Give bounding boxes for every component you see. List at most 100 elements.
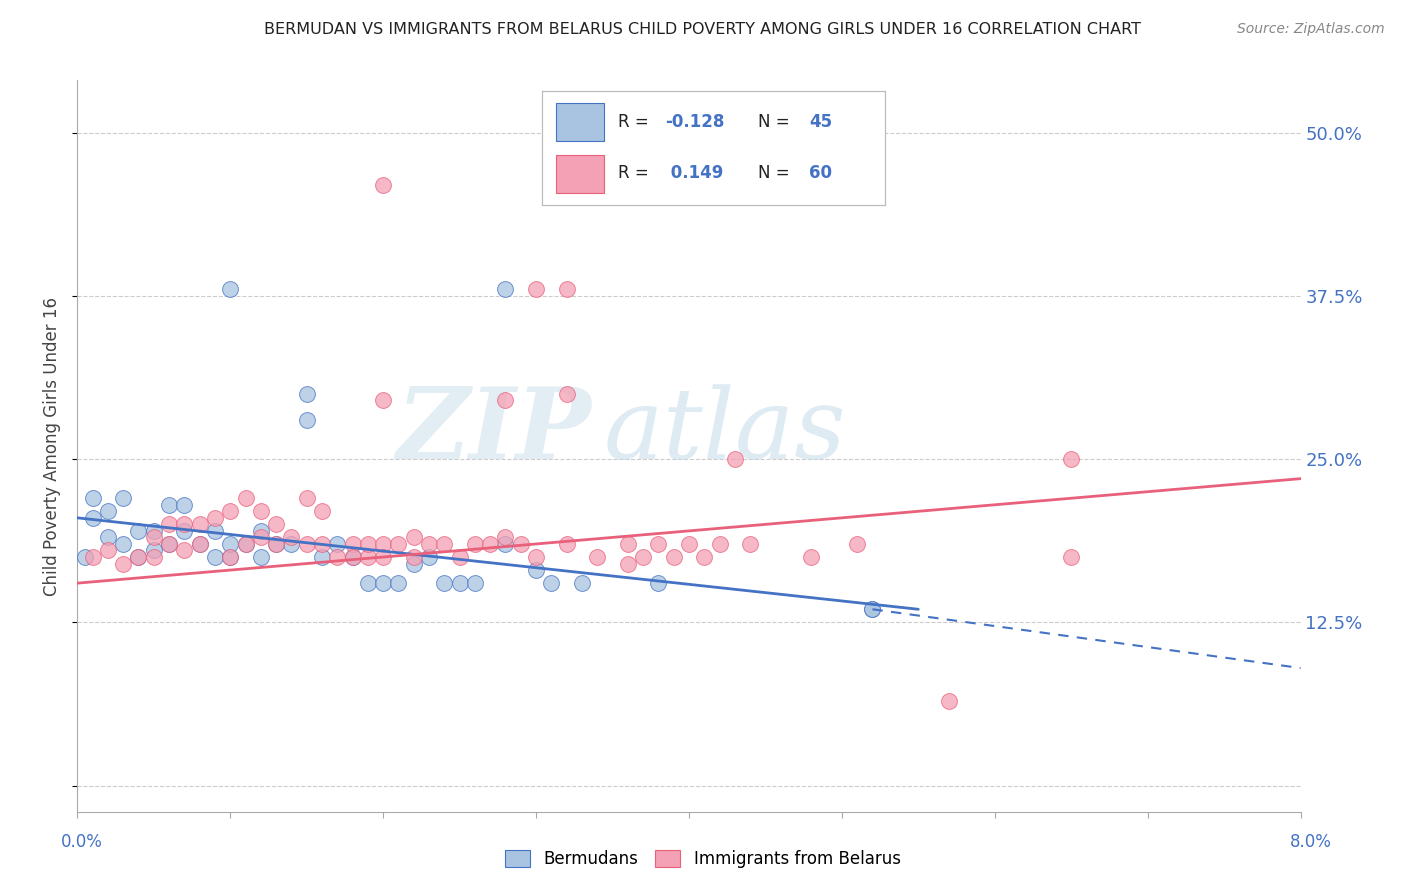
Point [709, 537, 731, 551]
Point [82, 491, 104, 506]
Point [540, 576, 562, 591]
Point [1060, 549, 1083, 564]
Point [617, 537, 640, 551]
Text: BERMUDAN VS IMMIGRANTS FROM BELARUS CHILD POVERTY AMONG GIRLS UNDER 16 CORRELATI: BERMUDAN VS IMMIGRANTS FROM BELARUS CHIL… [264, 22, 1142, 37]
Point [250, 504, 273, 518]
Point [418, 537, 440, 551]
Point [128, 549, 150, 564]
Point [357, 549, 380, 564]
Point [938, 694, 960, 708]
Point [264, 517, 287, 532]
Point [800, 549, 823, 564]
Point [235, 537, 257, 551]
Point [157, 517, 180, 532]
Point [112, 491, 135, 506]
Point [555, 282, 578, 296]
Point [862, 602, 884, 616]
Point [740, 537, 762, 551]
Point [433, 576, 456, 591]
Point [204, 549, 226, 564]
Point [524, 282, 547, 296]
Y-axis label: Child Poverty Among Girls Under 16: Child Poverty Among Girls Under 16 [44, 296, 62, 596]
Point [173, 543, 195, 558]
Point [219, 504, 242, 518]
Point [357, 537, 380, 551]
Point [142, 543, 165, 558]
Point [173, 524, 195, 538]
Point [371, 549, 394, 564]
Point [326, 549, 349, 564]
Point [219, 282, 242, 296]
Point [495, 282, 517, 296]
Text: atlas: atlas [603, 384, 846, 479]
Point [371, 393, 394, 408]
Point [495, 530, 517, 544]
Point [555, 386, 578, 401]
Point [295, 386, 318, 401]
Point [555, 537, 578, 551]
Point [311, 549, 333, 564]
Point [357, 576, 380, 591]
Point [250, 530, 273, 544]
Point [1060, 452, 1083, 467]
Point [235, 491, 257, 506]
Point [112, 557, 135, 571]
Point [219, 549, 242, 564]
Point [402, 530, 425, 544]
Point [524, 563, 547, 577]
Point [449, 549, 471, 564]
Point [586, 549, 609, 564]
Point [112, 537, 135, 551]
Point [387, 576, 409, 591]
Point [326, 537, 349, 551]
Point [97, 543, 120, 558]
Point [97, 504, 120, 518]
Point [250, 549, 273, 564]
Point [371, 576, 394, 591]
Point [387, 537, 409, 551]
Point [82, 511, 104, 525]
Point [188, 517, 211, 532]
Point [693, 549, 716, 564]
Point [571, 576, 593, 591]
Point [142, 524, 165, 538]
Point [128, 549, 150, 564]
Point [157, 537, 180, 551]
Point [188, 537, 211, 551]
Point [479, 537, 502, 551]
Point [295, 491, 318, 506]
Point [295, 413, 318, 427]
Point [402, 549, 425, 564]
Text: ZIP: ZIP [396, 384, 591, 480]
Point [204, 511, 226, 525]
Point [280, 530, 302, 544]
Point [464, 537, 486, 551]
Point [264, 537, 287, 551]
Point [219, 549, 242, 564]
Point [509, 537, 531, 551]
Text: 8.0%: 8.0% [1289, 833, 1331, 851]
Point [250, 524, 273, 538]
Text: 0.0%: 0.0% [60, 833, 103, 851]
Point [235, 537, 257, 551]
Point [524, 549, 547, 564]
Point [617, 557, 640, 571]
Point [204, 524, 226, 538]
Point [342, 549, 364, 564]
Point [142, 530, 165, 544]
Point [371, 178, 394, 192]
Point [647, 537, 669, 551]
Point [846, 537, 869, 551]
Point [449, 576, 471, 591]
Point [188, 537, 211, 551]
Point [631, 549, 654, 564]
Point [311, 537, 333, 551]
Point [402, 557, 425, 571]
Point [495, 393, 517, 408]
Point [73, 549, 96, 564]
Point [157, 537, 180, 551]
Point [219, 537, 242, 551]
Point [311, 504, 333, 518]
Point [724, 452, 747, 467]
Point [647, 576, 669, 591]
